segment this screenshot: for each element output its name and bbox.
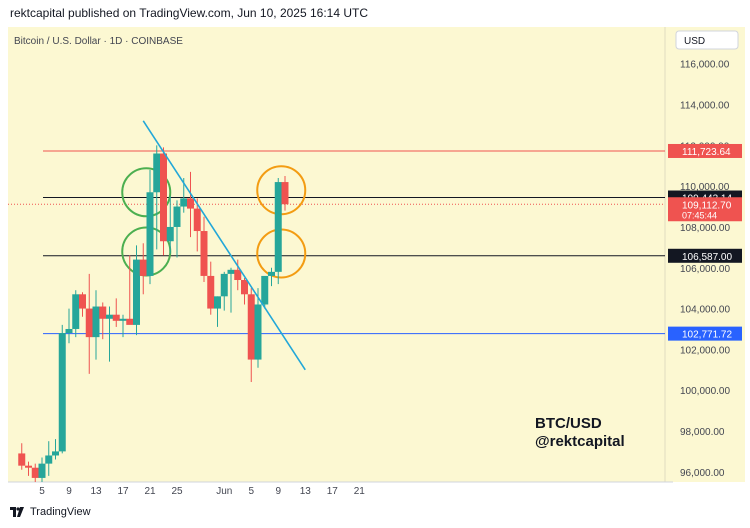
x-tick-label-3: 17 xyxy=(117,486,129,497)
footer: TradingView xyxy=(10,506,91,518)
x-tick-label-0: 5 xyxy=(39,486,45,497)
time-axis-ticks: 5 9 13 17 21 25 Jun 5 9 13 17 21 xyxy=(39,486,365,497)
x-tick-label-1: 9 xyxy=(66,486,72,497)
y-tick-label-1: 98,000.00 xyxy=(680,427,725,438)
candle-body-31 xyxy=(227,269,235,274)
candle-body-5 xyxy=(52,451,59,456)
candle-body-7 xyxy=(65,328,73,334)
x-tick-label-10: 17 xyxy=(327,486,339,497)
candle-body-0 xyxy=(18,453,26,466)
x-tick-label-9: 13 xyxy=(300,486,312,497)
candle-body-24 xyxy=(180,198,188,207)
candle-body-21 xyxy=(160,153,167,242)
y-tick-label-9: 114,000.00 xyxy=(680,101,730,112)
candle-body-34 xyxy=(247,294,255,360)
price-tag-label-3: 102,771.72 xyxy=(682,330,732,341)
annotation-circle-0 xyxy=(121,167,172,218)
y-tick-label-6: 108,000.00 xyxy=(680,223,730,234)
watermark-handle: @rektcapital xyxy=(535,433,625,450)
currency-button[interactable]: USD xyxy=(675,30,739,50)
y-tick-label-2: 100,000.00 xyxy=(680,386,730,397)
candle-body-25 xyxy=(187,198,194,209)
price-tags: 111,723.64109,443.14106,587.00102,771.72… xyxy=(668,143,742,341)
candle-body-29 xyxy=(214,296,221,309)
x-tick-label-6: Jun xyxy=(216,486,232,497)
x-tick-label-8: 9 xyxy=(275,486,281,497)
candle-body-36 xyxy=(261,275,269,305)
candle-body-6 xyxy=(58,333,66,452)
candle-body-27 xyxy=(200,231,208,276)
x-tick-label-2: 13 xyxy=(90,486,102,497)
current-price-tag-bg xyxy=(668,197,742,222)
candle-body-19 xyxy=(146,192,154,276)
candle-body-17 xyxy=(133,259,140,325)
candle-body-11 xyxy=(92,306,100,338)
candle-body-30 xyxy=(220,273,228,297)
y-tick-label-10: 116,000.00 xyxy=(680,60,730,71)
currency-button-frame[interactable] xyxy=(675,30,739,50)
candle-body-26 xyxy=(193,208,201,232)
watermark-pair: BTC/USD xyxy=(535,415,602,432)
trendline xyxy=(142,120,306,371)
published-header: rektcapital published on TradingView.com… xyxy=(10,6,368,20)
candle-body-2 xyxy=(31,467,39,478)
y-tick-label-4: 104,000.00 xyxy=(680,305,730,316)
candle-body-8 xyxy=(72,294,80,329)
candle-body-37 xyxy=(268,271,275,276)
price-tag-bg-3 xyxy=(668,326,742,341)
y-tick-label-0: 96,000.00 xyxy=(680,468,725,479)
price-tag-label-0: 111,723.64 xyxy=(682,147,731,158)
price-tag-bg-0 xyxy=(668,143,742,158)
candle-body-3 xyxy=(38,463,46,478)
y-tick-label-5: 106,000.00 xyxy=(680,264,730,275)
descending-trendline xyxy=(142,120,306,371)
candle-body-9 xyxy=(79,294,86,309)
footer-brand: TradingView xyxy=(30,506,91,518)
candle-body-35 xyxy=(254,304,262,360)
currency-button-label[interactable]: USD xyxy=(684,36,705,47)
price-tag-bg-2 xyxy=(668,248,742,263)
candle-body-14 xyxy=(112,314,120,321)
x-tick-label-5: 25 xyxy=(171,486,183,497)
candle-body-38 xyxy=(274,182,282,272)
candle-body-20 xyxy=(153,153,161,193)
y-tick-label-3: 102,000.00 xyxy=(680,345,730,356)
candle-body-1 xyxy=(25,465,32,468)
candle-body-18 xyxy=(139,259,147,276)
current-price-countdown: 07:45:44 xyxy=(682,210,717,220)
candle-body-13 xyxy=(106,314,113,319)
candle-body-22 xyxy=(166,226,174,242)
chart-title: Bitcoin / U.S. Dollar · 1D · COINBASE xyxy=(14,36,183,47)
candle-body-32 xyxy=(234,269,242,281)
candle-body-16 xyxy=(126,318,134,325)
x-tick-label-7: 5 xyxy=(248,486,254,497)
candles xyxy=(18,145,289,482)
candle-body-4 xyxy=(45,455,53,464)
candle-body-10 xyxy=(85,308,93,338)
candle-body-12 xyxy=(99,306,107,319)
tradingview-logo-icon xyxy=(10,507,24,517)
current-price-tag-label: 109,112.70 xyxy=(682,200,732,211)
y-tick-label-7: 110,000.00 xyxy=(680,182,730,193)
plot-background xyxy=(8,27,665,482)
x-tick-label-11: 21 xyxy=(354,486,366,497)
candle-body-33 xyxy=(241,280,248,295)
candle-body-28 xyxy=(207,275,215,309)
time-axis-background xyxy=(8,482,673,497)
candle-body-39 xyxy=(281,182,289,205)
candle-body-23 xyxy=(173,206,181,227)
x-tick-label-4: 21 xyxy=(144,486,156,497)
price-tag-label-2: 106,587.00 xyxy=(682,252,732,263)
candle-body-15 xyxy=(119,318,127,321)
